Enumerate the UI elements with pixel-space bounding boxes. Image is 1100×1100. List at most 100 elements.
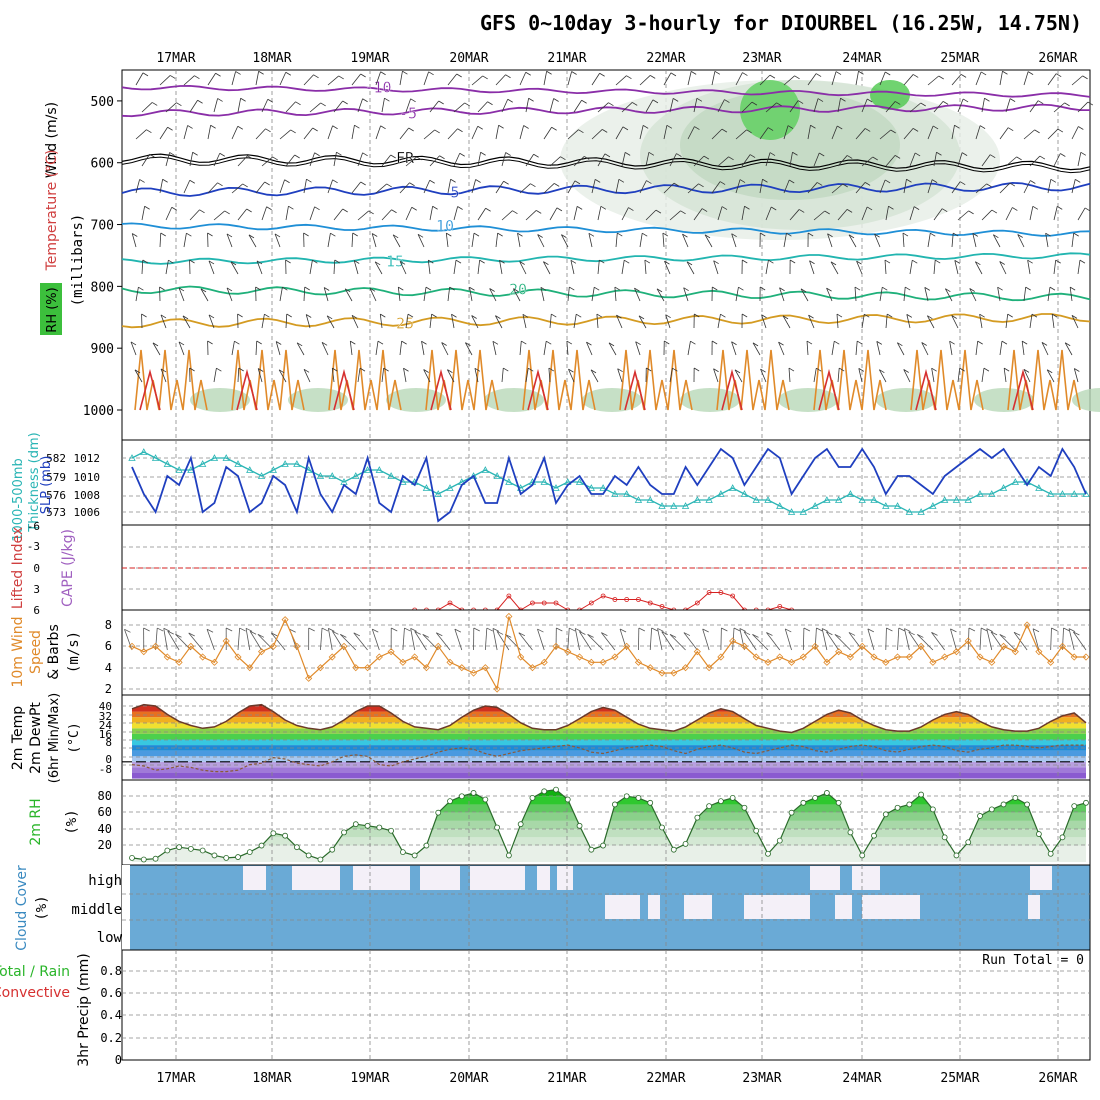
hot-contour [430,368,452,411]
wind-barb-flag [518,632,526,637]
wind-barb [167,630,180,651]
upper-wind-barb-flag [473,232,480,237]
upper-wind-barb-flag [673,182,680,187]
upper-wind-barb [285,154,295,167]
upper-wind-barb-flag [162,178,168,183]
thickness-marker [246,466,254,473]
upper-wind-barb [1077,260,1081,275]
wind-barb-flag [353,632,360,637]
wind-barb-flag [657,628,664,632]
upper-wind-barb [1046,369,1055,383]
rh-marker [341,829,347,836]
upper-wind-barb [160,314,167,329]
thickness-marker [446,484,454,491]
upper-wind-barb [399,127,410,140]
hot-contour [915,368,937,411]
wind-barb-flag [249,630,257,635]
rh-marker [1071,803,1078,809]
wind-barb-flag [1013,631,1021,636]
upper-wind-barb [957,152,963,167]
upper-wind-barb [597,206,602,221]
upper-wind-barb [278,369,287,383]
upper-wind-barb-flag [824,210,830,215]
wind-barb-flag [1051,627,1058,632]
cloud-high-block [353,866,410,890]
upper-wind-barb [586,341,593,356]
upper-wind-barb [237,98,242,113]
upper-wind-barb-flag [1023,369,1030,373]
upper-wind-barb [686,261,695,275]
upper-wind-barb [927,315,935,329]
upper-wind-barb [693,208,703,221]
upper-wind-barb [741,101,753,113]
upper-wind-barb [309,152,315,167]
upper-wind-barb [261,156,273,167]
wind-speed-marker [257,648,266,656]
upper-wind-barb-flag [477,125,483,130]
wind-barb-flag [917,634,924,638]
upper-wind-barb [921,342,929,356]
upper-wind-barb [1047,128,1059,140]
wind-barb-flag [1032,628,1040,633]
upper-wind-barb [231,341,235,356]
upper-wind-barb-flag [816,182,823,186]
upper-wind-barb-flag [1045,232,1051,237]
thickness-tick-label: 579 [46,471,66,484]
slp-tick-label: 1006 [74,506,101,519]
upper-wind-barb-flag [960,74,967,78]
wind-ylabel-1: 10m Wind [10,616,26,687]
upper-wind-barb-flag [1055,259,1061,264]
upper-wind-barb-flag [138,286,144,291]
upper-wind-barb-flag [914,152,921,157]
rh-marker [988,806,995,813]
upper-wind-barb [789,152,793,167]
upper-wind-barb-flag [703,155,710,160]
upper-wind-barb-flag [1021,340,1028,345]
upper-wind-barb-flag [189,259,195,264]
upper-wind-barb [525,368,529,383]
upper-wind-barb-flag [428,71,434,76]
upper-wind-barb-flag [485,207,491,212]
wind-speed-marker [540,658,548,666]
bottom-date-label: 17MAR [156,1071,195,1086]
upper-wind-barb [902,233,905,248]
upper-wind-barb [1053,153,1061,167]
temp-band [132,733,1086,740]
upper-wind-barb [1069,287,1073,302]
upper-wind-barb [495,233,499,248]
wind-barb [802,627,805,651]
wind-speed-marker [564,648,572,656]
upper-wind-barb-flag [401,340,407,345]
upper-wind-barb [255,128,266,140]
wind-barb-flag [473,627,480,632]
upper-wind-barb-flag [556,207,563,212]
upper-wind-barb-flag [570,259,577,264]
wind-speed-marker [976,653,984,661]
thickness-marker [493,472,501,479]
upper-wind-barb [635,341,641,356]
upper-wind-barb-flag [286,313,292,318]
upper-wind-barb-flag [746,129,752,134]
upper-wind-barb [858,368,863,383]
upper-wind-barb [570,260,575,275]
temp-contour [121,103,1090,118]
rh-marker [447,798,453,805]
thickness-tick-label: 582 [46,452,66,465]
thickness-marker [823,496,831,503]
upper-wind-barb [827,233,833,248]
upper-wind-barb [303,74,314,86]
upper-wind-barb-flag [836,313,843,318]
thickness-marker [540,478,548,485]
wind-barb-flag [308,627,315,632]
li-marker [647,600,653,606]
wind-barb [917,634,934,651]
wind-barb [904,628,910,651]
wind-speed-marker [175,658,183,666]
upper-wind-barb-flag [983,367,990,372]
upper-wind-barb [573,100,582,113]
upper-wind-barb [501,99,509,113]
upper-wind-barb [596,314,599,329]
upper-wind-barb [573,314,577,329]
upper-wind-barb [561,234,569,248]
